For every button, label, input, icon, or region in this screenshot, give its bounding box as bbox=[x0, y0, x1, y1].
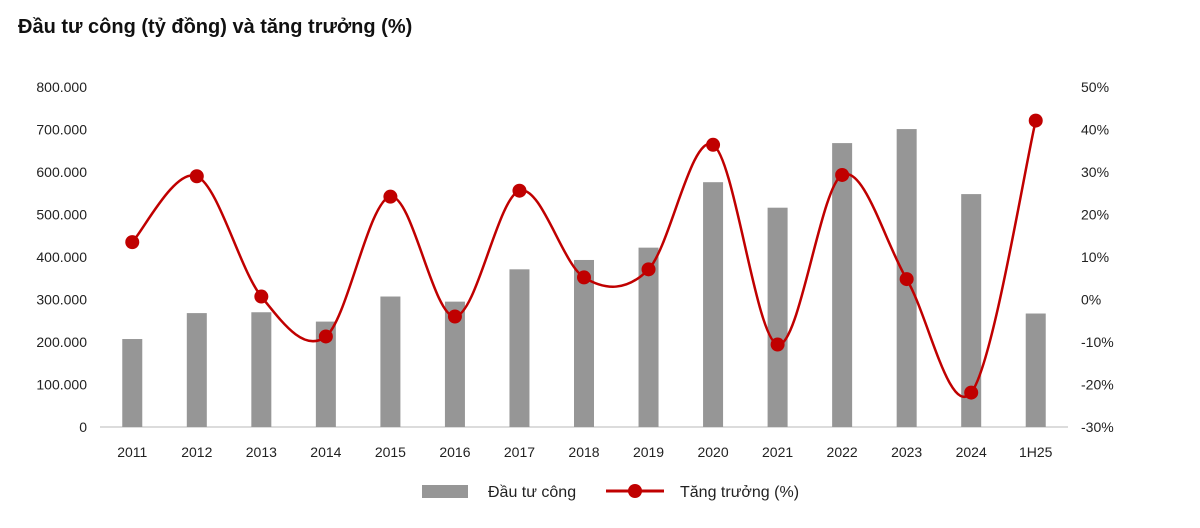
bar bbox=[574, 259, 594, 427]
x-tick-label: 2012 bbox=[181, 444, 212, 460]
bar bbox=[832, 143, 853, 427]
x-tick-label: 2023 bbox=[891, 444, 922, 460]
legend-line-marker bbox=[628, 484, 642, 498]
bar bbox=[122, 339, 143, 427]
growth-point bbox=[254, 289, 269, 304]
x-axis: 2011 2012 2013 2014 2015 2016 2017 2018 2019 2020… bbox=[100, 426, 1068, 460]
x-tick-label: 2017 bbox=[504, 444, 535, 460]
bar bbox=[186, 313, 207, 427]
bar bbox=[703, 182, 724, 427]
y-left-tick-label: 600.000 bbox=[36, 164, 87, 180]
y-right-tick-label: 20% bbox=[1081, 207, 1109, 223]
y-right-tick-label: -30% bbox=[1081, 419, 1114, 435]
bar bbox=[1025, 313, 1046, 427]
growth-point bbox=[641, 262, 656, 277]
growth-point bbox=[318, 329, 333, 344]
y-left-tick-label: 100.000 bbox=[36, 377, 87, 393]
bar bbox=[638, 247, 659, 427]
growth-point bbox=[835, 167, 850, 182]
bar bbox=[509, 269, 530, 427]
x-tick-label: 2016 bbox=[439, 444, 470, 460]
x-tick-label: 2018 bbox=[568, 444, 599, 460]
growth-point bbox=[770, 337, 785, 352]
x-tick-label: 2020 bbox=[697, 444, 728, 460]
growth-point bbox=[189, 169, 204, 184]
x-tick-label: 2021 bbox=[762, 444, 793, 460]
y-right-tick-label: -20% bbox=[1081, 377, 1114, 393]
left-axis: 0 100.000 200.000 300.000 400.000 500.000 600.… bbox=[36, 79, 87, 435]
bar bbox=[961, 194, 982, 427]
x-tick-label: 2011 bbox=[117, 444, 147, 460]
y-right-tick-label: 10% bbox=[1081, 249, 1109, 265]
growth-point bbox=[512, 183, 527, 198]
y-right-tick-label: 50% bbox=[1081, 79, 1109, 95]
y-left-tick-label: 500.000 bbox=[36, 207, 87, 223]
y-left-tick-label: 200.000 bbox=[36, 334, 87, 350]
y-right-tick-label: 40% bbox=[1081, 122, 1109, 138]
line-series bbox=[125, 113, 1043, 400]
x-tick-label: 2022 bbox=[827, 444, 858, 460]
bar bbox=[380, 296, 401, 427]
x-tick-label: 2019 bbox=[633, 444, 664, 460]
y-left-tick-label: 400.000 bbox=[36, 249, 87, 265]
legend-bar-swatch bbox=[422, 485, 468, 498]
growth-point bbox=[706, 137, 721, 152]
y-right-tick-label: -10% bbox=[1081, 334, 1114, 350]
y-left-tick-label: 700.000 bbox=[36, 122, 87, 138]
growth-point bbox=[125, 235, 140, 250]
bar bbox=[444, 301, 465, 427]
bar bbox=[251, 312, 272, 427]
x-tick-label: 2024 bbox=[956, 444, 987, 460]
x-tick-label: 2015 bbox=[375, 444, 406, 460]
growth-point bbox=[447, 309, 462, 324]
x-tick-label: 2013 bbox=[246, 444, 277, 460]
chart-title: Đầu tư công (tỷ đồng) và tăng trưởng (%) bbox=[18, 16, 413, 38]
growth-point bbox=[1028, 113, 1043, 128]
legend: Đầu tư công Tăng trưởng (%) bbox=[422, 484, 799, 501]
legend-bar-label: Đầu tư công bbox=[488, 484, 576, 501]
bar bbox=[767, 207, 788, 427]
bar bbox=[315, 321, 336, 427]
growth-point bbox=[964, 385, 979, 400]
y-right-tick-label: 30% bbox=[1081, 164, 1109, 180]
growth-point bbox=[899, 272, 914, 287]
x-tick-label: 2014 bbox=[310, 444, 341, 460]
y-left-tick-label: 0 bbox=[79, 419, 87, 435]
growth-point bbox=[577, 270, 591, 285]
y-left-tick-label: 300.000 bbox=[36, 292, 87, 308]
growth-point bbox=[383, 189, 398, 204]
y-left-tick-label: 800.000 bbox=[36, 79, 87, 95]
y-right-tick-label: 0% bbox=[1081, 292, 1101, 308]
x-tick-label: 1H25 bbox=[1019, 444, 1053, 460]
legend-line-label: Tăng trưởng (%) bbox=[680, 484, 799, 501]
right-axis: -30% -20% -10% 0% 10% 20% 30% 40% 50% bbox=[1081, 79, 1114, 435]
